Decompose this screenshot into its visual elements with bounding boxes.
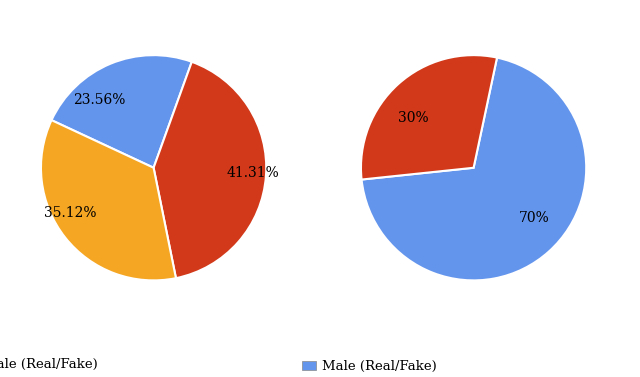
Legend: Male (Real/Fake), Female (Real/Fake), Irregular (Fake): Male (Real/Fake), Female (Real/Fake), Ir… xyxy=(0,352,118,377)
Text: 35.12%: 35.12% xyxy=(44,206,96,220)
Text: 30%: 30% xyxy=(397,110,428,124)
Wedge shape xyxy=(51,55,192,168)
Wedge shape xyxy=(41,120,176,280)
Legend: Male (Real/Fake), Female (Real/Fake): Male (Real/Fake), Female (Real/Fake) xyxy=(297,355,457,377)
Wedge shape xyxy=(361,55,497,179)
Text: 41.31%: 41.31% xyxy=(227,166,280,180)
Wedge shape xyxy=(154,62,266,278)
Text: 23.56%: 23.56% xyxy=(73,93,125,107)
Text: 70%: 70% xyxy=(519,211,550,225)
Wedge shape xyxy=(362,58,586,280)
